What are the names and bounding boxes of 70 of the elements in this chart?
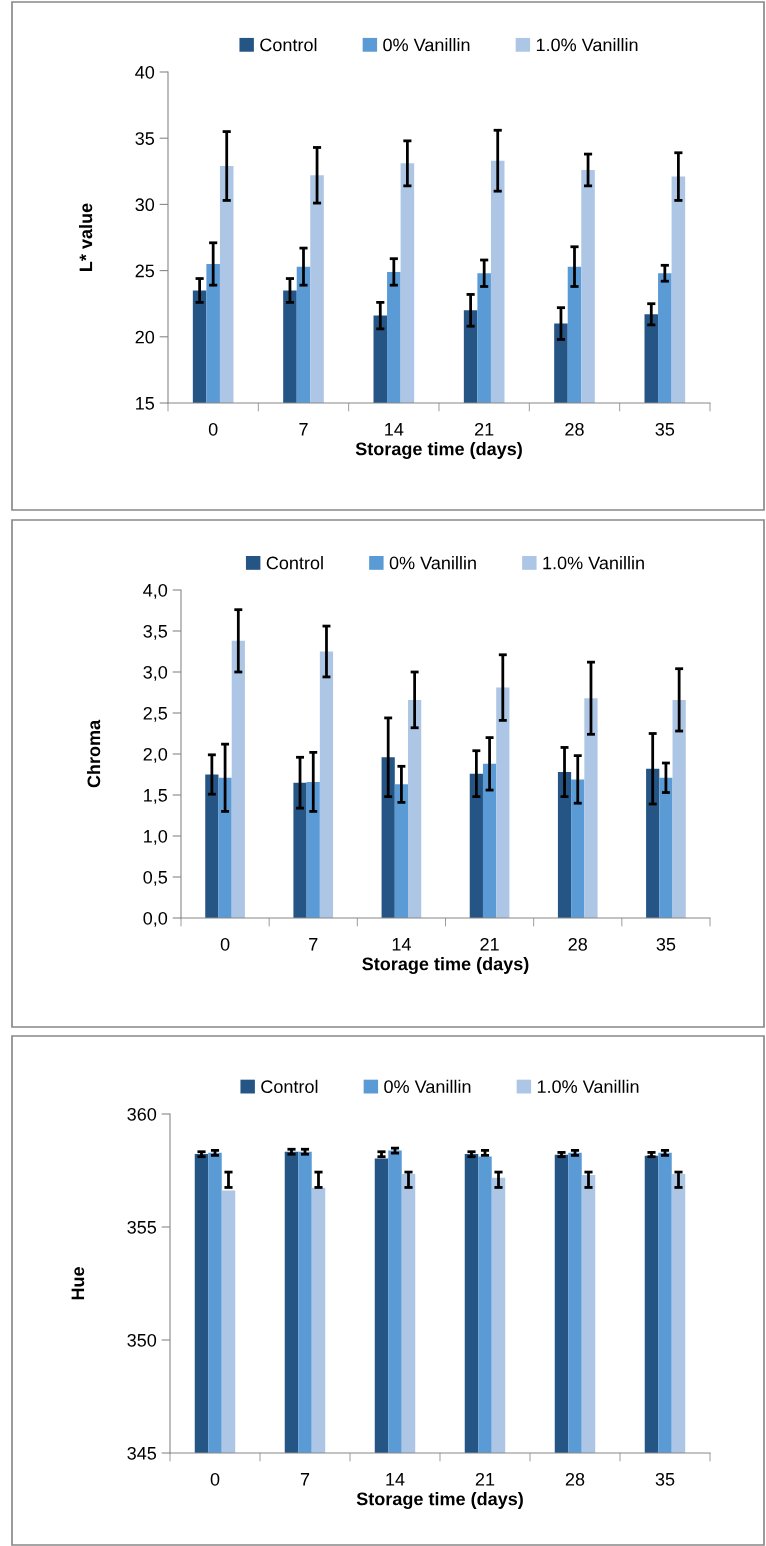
x-tick-label: 7 <box>309 938 318 951</box>
bar <box>496 687 510 918</box>
legend-label: Control <box>266 556 323 570</box>
x-tick-label: 0 <box>210 1472 220 1486</box>
y-axis-title: Hue <box>71 1267 85 1300</box>
bar <box>557 772 572 918</box>
x-axis-title: Storage time (days) <box>355 442 522 459</box>
x-tick-label: 14 <box>386 1473 405 1486</box>
legend-label: 1.0% Vanillin <box>543 556 644 570</box>
y-axis-title: Chroma <box>86 719 101 788</box>
y-tick-label: 2,0 <box>143 747 168 763</box>
x-tick-label: 7 <box>299 423 308 436</box>
x-tick-label: 35 <box>655 1472 675 1486</box>
y-tick-label: 20 <box>135 330 155 344</box>
legend-label: 1.0% Vanillin <box>537 1079 639 1094</box>
y-tick-label: 25 <box>135 264 155 278</box>
legend-label: Control <box>260 38 317 52</box>
legend-label: 0% Vanillin <box>383 38 470 52</box>
y-tick-label: 30 <box>135 198 155 212</box>
bar <box>293 782 307 918</box>
y-tick-label: 3,0 <box>143 665 168 681</box>
legend-label: 0% Vanillin <box>384 1079 471 1094</box>
y-tick-label: 0,5 <box>143 870 168 886</box>
bar <box>381 757 395 918</box>
x-tick-label: 35 <box>655 422 675 436</box>
bar <box>584 698 598 918</box>
x-axis-title: Storage time (days) <box>362 957 529 974</box>
x-tick-label: 21 <box>475 1472 495 1486</box>
x-tick-label: 0 <box>220 937 230 951</box>
bar <box>319 651 334 918</box>
x-tick-label: 21 <box>480 937 499 951</box>
y-tick-label: 345 <box>127 1446 157 1460</box>
y-axis-title: L* value <box>79 203 93 271</box>
x-tick-label: 14 <box>385 423 404 436</box>
bar <box>408 699 422 918</box>
bar <box>571 779 585 918</box>
bar <box>218 777 232 918</box>
y-tick-label: 0,0 <box>143 911 168 927</box>
x-tick-label: 35 <box>656 937 676 951</box>
bar <box>672 699 686 918</box>
x-tick-label: 0 <box>208 422 218 436</box>
legend-label: Control <box>261 1079 318 1094</box>
x-tick-label: 7 <box>300 1473 310 1486</box>
y-tick-label: 360 <box>127 1107 157 1121</box>
y-tick-label: 1,5 <box>144 789 168 804</box>
y-tick-label: 40 <box>135 65 155 79</box>
y-tick-label: 1,0 <box>144 829 168 845</box>
x-tick-label: 21 <box>475 422 494 436</box>
x-tick-label: 28 <box>565 422 584 436</box>
bar <box>306 781 320 918</box>
legend-label: 1.0% Vanillin <box>536 38 638 52</box>
x-tick-label: 14 <box>392 938 411 951</box>
bar <box>469 773 483 918</box>
bar <box>394 784 409 918</box>
bar <box>482 763 497 918</box>
y-tick-label: 15 <box>136 397 155 410</box>
x-axis-title: Storage time (days) <box>356 1492 523 1509</box>
bar <box>659 777 673 918</box>
x-tick-label: 28 <box>568 937 588 951</box>
legend-label: 0% Vanillin <box>389 556 476 570</box>
bar <box>205 774 219 918</box>
x-tick-label: 28 <box>565 1472 585 1486</box>
bar <box>231 640 245 918</box>
y-tick-label: 35 <box>135 132 155 145</box>
y-tick-label: 355 <box>127 1220 157 1234</box>
y-tick-label: 350 <box>127 1333 157 1347</box>
y-tick-label: 2,5 <box>143 706 168 722</box>
bar <box>646 768 660 918</box>
y-tick-label: 3,5 <box>143 624 168 640</box>
y-tick-label: 4,0 <box>143 583 168 599</box>
